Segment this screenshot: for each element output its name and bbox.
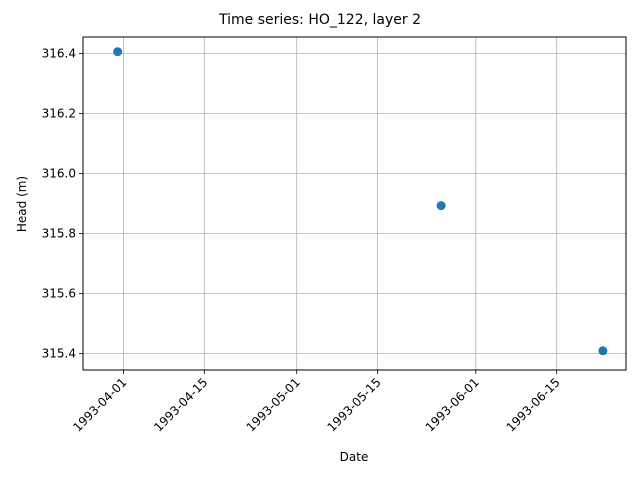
plot-frame [82,36,627,371]
y-tick-label: 316.4 [42,47,76,61]
data-point [113,47,123,57]
x-tick-label: 1993-06-15 [504,375,563,434]
x-tick-label: 1993-05-15 [325,375,384,434]
grid [83,37,626,370]
x-axis-label: Date [340,450,369,464]
y-tick-label: 316.0 [42,167,76,181]
chart-title: Time series: HO_122, layer 2 [218,12,421,28]
x-tick-label: 1993-06-01 [423,375,482,434]
data-point [598,346,608,356]
data-point [436,201,446,211]
y-tick-label: 316.2 [42,107,76,121]
x-tick-label: 1993-04-01 [70,375,129,434]
y-tick-label: 315.6 [42,287,76,301]
x-tick-label: 1993-04-15 [151,375,210,434]
x-tick-label: 1993-05-01 [244,375,303,434]
y-axis-label: Head (m) [15,176,29,232]
ticks: 1993-04-01 1993-04-15 1993-05-01 1993-05-15… [42,47,563,435]
y-tick-label: 315.8 [42,227,76,241]
y-tick-label: 315.4 [42,347,76,361]
data-points [113,47,608,356]
